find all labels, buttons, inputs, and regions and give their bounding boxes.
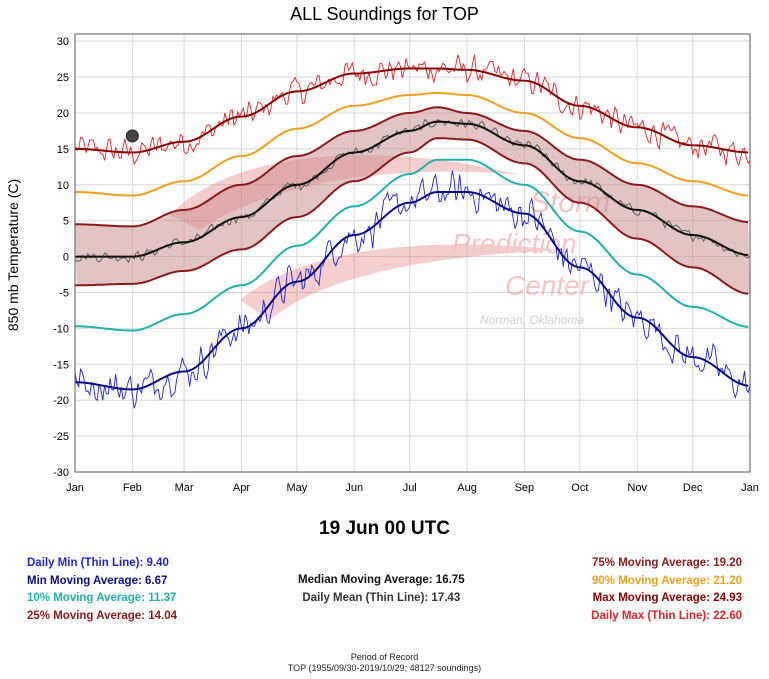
line-daily_max bbox=[74, 54, 751, 167]
line-p10 bbox=[74, 158, 749, 332]
chart-title: ALL Soundings for TOP bbox=[290, 4, 479, 24]
period-text: TOP (1955/09/30-2019/10/29; 48127 soundi… bbox=[287, 663, 482, 673]
x-tick-label: Sep bbox=[515, 482, 535, 494]
y-tick-label: 0 bbox=[63, 252, 69, 264]
period-title: Period of Record bbox=[350, 652, 419, 662]
y-tick-label: 20 bbox=[57, 108, 69, 120]
y-tick-label: -25 bbox=[53, 431, 69, 443]
stat-mid-1: Daily Mean (Thin Line): 17.43 bbox=[302, 591, 461, 604]
watermark-swoosh-lower bbox=[240, 244, 560, 320]
date-label: 19 Jun 00 UTC bbox=[319, 518, 450, 539]
x-tick-label: Jan bbox=[741, 482, 759, 494]
stat-right-3: Daily Max (Thin Line): 22.60 bbox=[591, 609, 742, 622]
stat-right-1: 90% Moving Average: 21.20 bbox=[592, 574, 742, 587]
x-tick-label: Mar bbox=[175, 482, 194, 494]
stat-left-0: Daily Min (Thin Line): 9.40 bbox=[27, 557, 169, 569]
stats-right: 75% Moving Average: 19.20 90% Moving Aver… bbox=[591, 555, 742, 625]
line-median bbox=[75, 120, 749, 258]
temperature-chart: Storm Prediction Center Norman, Oklahoma… bbox=[5, 33, 759, 494]
stat-right-2: Max Moving Average: 24.93 bbox=[592, 592, 742, 604]
x-tick-label: Apr bbox=[233, 482, 250, 494]
line-min_avg bbox=[74, 191, 749, 391]
interquartile-band bbox=[75, 107, 750, 294]
x-tick-label: Aug bbox=[457, 482, 477, 494]
y-tick-label: -15 bbox=[53, 359, 69, 371]
stat-left-3: 25% Moving Average: 14.04 bbox=[27, 609, 177, 622]
plot-frame bbox=[74, 33, 751, 473]
axes: Jan Feb Mar Apr May Jun Jul Aug Sep Oct Nov Dec Jan -… bbox=[53, 33, 759, 494]
y-tick-label: 15 bbox=[57, 144, 69, 156]
y-axis-label: 850 mb Temperature (C) bbox=[5, 179, 21, 331]
watermark-line4: Norman, Oklahoma bbox=[480, 313, 584, 327]
y-tick-label: 30 bbox=[57, 36, 69, 48]
band-25-75 bbox=[75, 107, 750, 294]
x-tick-label: Jun bbox=[345, 482, 363, 494]
y-tick-label: -30 bbox=[53, 467, 69, 479]
period-of-record: Period of Record TOP (1955/09/30-2019/10… bbox=[0, 652, 769, 674]
watermark-line3: Center bbox=[505, 270, 591, 301]
x-tick-label: Feb bbox=[123, 482, 142, 494]
x-tick-label: Jul bbox=[403, 482, 417, 494]
line-p90 bbox=[75, 91, 749, 197]
moving-average-lines bbox=[74, 67, 749, 391]
stat-right-0: 75% Moving Average: 19.20 bbox=[592, 557, 742, 569]
x-tick-label: Dec bbox=[683, 482, 703, 494]
line-p25 bbox=[75, 137, 749, 295]
stat-mid-0: Median Moving Average: 16.75 bbox=[298, 574, 465, 586]
x-tick-label: Nov bbox=[627, 482, 647, 494]
line-max_avg bbox=[75, 67, 749, 154]
stat-left-2: 10% Moving Average: 11.37 bbox=[27, 592, 177, 604]
watermark-swoosh bbox=[170, 155, 520, 230]
x-tick-label: Jan bbox=[66, 482, 84, 494]
watermark-line2: Prediction bbox=[452, 228, 577, 259]
current-point-layer bbox=[125, 129, 139, 143]
stats-left: Daily Min (Thin Line): 9.40 Min Moving Av… bbox=[27, 555, 177, 625]
line-daily_min bbox=[74, 170, 751, 409]
y-tick-label: -20 bbox=[53, 395, 69, 407]
y-tick-label: 25 bbox=[57, 72, 69, 84]
line-p75 bbox=[75, 106, 749, 228]
y-tick-label: -5 bbox=[59, 287, 69, 299]
stat-left-1: Min Moving Average: 6.67 bbox=[27, 574, 168, 587]
stats-middle: Median Moving Average: 16.75 Daily Mean (… bbox=[298, 572, 465, 607]
y-tick-label: -10 bbox=[53, 323, 69, 335]
y-tick-label: 10 bbox=[57, 180, 69, 192]
x-tick-label: May bbox=[287, 482, 308, 494]
y-tick-label: 5 bbox=[63, 216, 69, 228]
current-sounding-point bbox=[125, 129, 139, 143]
x-tick-label: Oct bbox=[571, 482, 588, 494]
